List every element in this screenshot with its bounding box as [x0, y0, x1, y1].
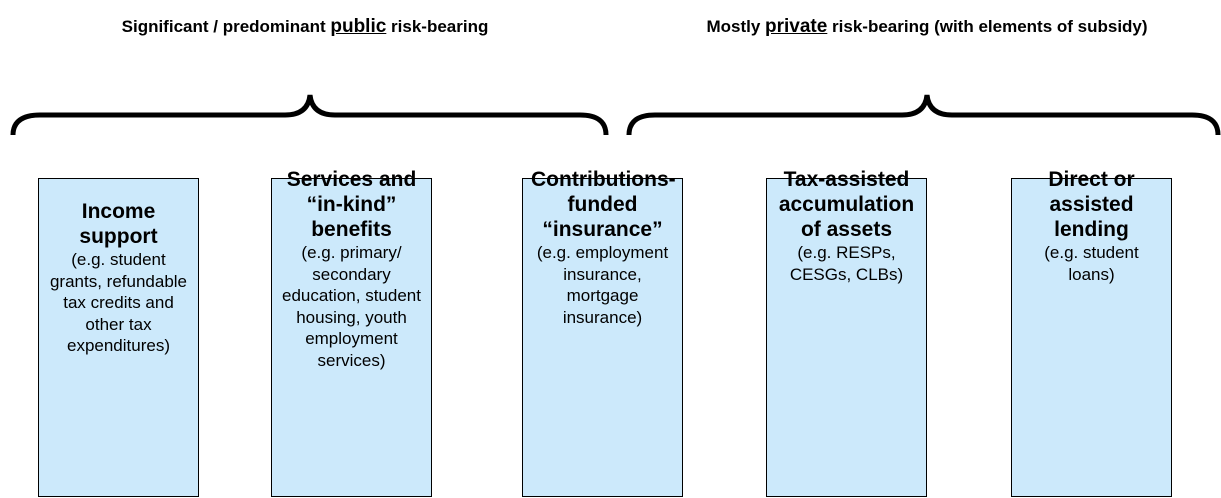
box-content: Income support (e.g. student grants, refu…: [47, 199, 190, 357]
braces: [10, 94, 1221, 136]
header-private: Mostly private risk-bearing (with elemen…: [706, 16, 1147, 38]
category-box: Direct or assisted lending (e.g. student …: [1011, 168, 1172, 497]
box-title: Services and “in-kind” benefits: [286, 168, 417, 241]
category-box: Services and “in-kind” benefits (e.g. pri…: [271, 168, 432, 497]
box-detail: (e.g. RESPs, CESGs, CLBs): [789, 243, 904, 284]
box-detail: (e.g. student loans): [1044, 243, 1139, 284]
box-content: Services and “in-kind” benefits (e.g. pri…: [280, 167, 423, 371]
brace-right: [626, 94, 1221, 136]
header-public: Significant / predominant public risk-be…: [122, 16, 489, 38]
category-box: Tax-assisted accumulation of assets (e.g.…: [766, 168, 927, 497]
category-box: Income support (e.g. student grants, refu…: [38, 178, 199, 497]
box-title: Income support: [79, 200, 158, 248]
header-emphasis: public: [330, 16, 387, 37]
header-text: risk-bearing (with elements of subsidy): [827, 17, 1148, 36]
box-content: Tax-assisted accumulation of assets (e.g.…: [775, 167, 918, 285]
box-title: Tax-assisted accumulation of assets: [778, 168, 915, 241]
box-content: Contributions-funded “insurance” (e.g. em…: [531, 167, 676, 328]
box-detail: (e.g. primary/ secondary education, stud…: [282, 243, 421, 370]
category-box: Contributions-funded “insurance” (e.g. em…: [522, 168, 683, 497]
box-detail: (e.g. employment insurance, mortgage ins…: [536, 243, 669, 327]
box-title: Contributions-funded “insurance”: [531, 168, 676, 241]
brace-left: [10, 94, 609, 136]
header-text: risk-bearing: [386, 17, 489, 36]
header-emphasis: private: [765, 16, 828, 37]
box-content: Direct or assisted lending (e.g. student …: [1020, 167, 1163, 285]
header-text: Significant / predominant: [121, 17, 331, 36]
box-detail: (e.g. student grants, refundable tax cre…: [49, 250, 188, 355]
header-text: Mostly: [706, 17, 766, 36]
box-title: Direct or assisted lending: [1048, 168, 1135, 241]
